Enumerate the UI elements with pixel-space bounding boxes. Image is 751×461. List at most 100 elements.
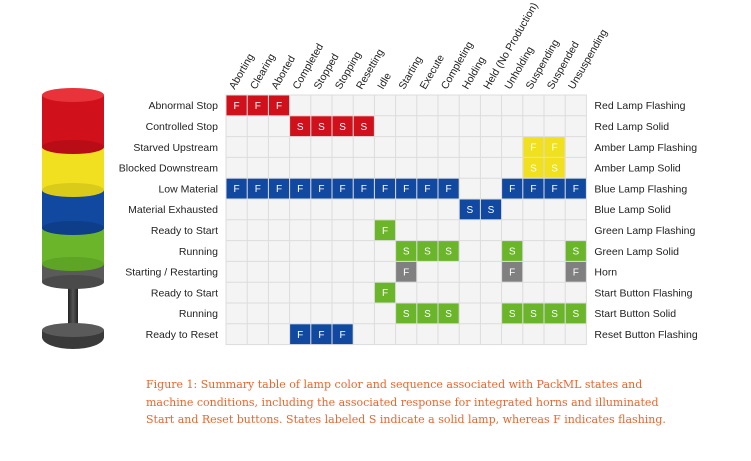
lamp-cell-code: F: [234, 101, 240, 112]
lamp-cell: [523, 137, 544, 157]
condition-label: Starting / Restarting: [125, 267, 218, 279]
lamp-cell: [544, 303, 565, 324]
lamp-cell: [502, 303, 523, 324]
lamp-cell-code: F: [446, 184, 452, 195]
lamp-cell-code: F: [276, 184, 282, 195]
lamp-cell: [565, 178, 586, 199]
output-label: Red Lamp Flashing: [594, 100, 685, 112]
lamp-cell-code: F: [276, 101, 282, 112]
lamp-cell-code: F: [318, 184, 324, 195]
lamp-cell-code: F: [255, 101, 261, 112]
condition-label: Running: [179, 246, 218, 258]
lamp-cell-code: S: [551, 309, 558, 320]
lamp-cell-code: F: [382, 288, 388, 299]
condition-label: Abnormal Stop: [149, 100, 219, 112]
lamp-cell: [226, 95, 247, 116]
lamp-cell: [565, 261, 586, 282]
lamp-cell: [332, 178, 353, 199]
lamp-cell-code: S: [424, 309, 431, 320]
lamp-cell: [523, 178, 544, 199]
state-headers: AbortingClearingAbortedCompletedStoppedS…: [227, 1, 610, 92]
lamp-cell-code: F: [361, 184, 367, 195]
lamp-cell: [247, 95, 268, 116]
lamp-cell: [290, 116, 311, 137]
lamp-cell: [459, 199, 480, 220]
condition-labels: Abnormal Stop Controlled Stop Starved Upst…: [119, 100, 218, 341]
lamp-cell-code: S: [339, 122, 346, 133]
lamp-cell: [226, 178, 247, 199]
lamp-cell: [417, 303, 438, 324]
output-label: Start Button Flashing: [594, 287, 692, 299]
lamp-cell-code: S: [318, 122, 325, 133]
lamp-cell: [311, 116, 332, 137]
lamp-cell: [523, 303, 544, 324]
lamp-cell-code: F: [297, 330, 303, 341]
lamp-cell-code: F: [509, 267, 515, 278]
lamp-cell: [502, 241, 523, 261]
lamp-cell: [374, 282, 396, 303]
lamp-cell-code: S: [360, 122, 367, 133]
lamp-cell-code: F: [573, 267, 579, 278]
state-matrix: F F FS S S SF FS SF F F F F F F F F F F F F F FS SFS S S S SF F FFS S…: [225, 94, 587, 346]
lamp-cell: [268, 95, 290, 116]
lamp-cell-code: S: [424, 247, 431, 258]
condition-label: Controlled Stop: [146, 121, 219, 133]
lamp-cell: [353, 116, 374, 137]
lamp-cell-code: F: [403, 184, 409, 195]
lamp-cell-code: S: [403, 247, 410, 258]
lamp-cell: [332, 116, 353, 137]
lamp-cell: [544, 157, 565, 178]
output-label: Start Button Solid: [594, 308, 676, 320]
output-labels: Red Lamp Flashing Red Lamp Solid Amber Lam…: [594, 100, 697, 341]
lamp-cell: [544, 178, 565, 199]
lamp-cell-code: F: [382, 184, 388, 195]
lamp-cell: [290, 324, 311, 345]
lamp-cell-code: F: [340, 184, 346, 195]
lamp-cell-code: S: [488, 205, 495, 216]
lamp-cell-code: S: [572, 309, 579, 320]
lamp-cell: [247, 178, 268, 199]
output-label: Green Lamp Flashing: [594, 225, 695, 237]
output-label: Blue Lamp Flashing: [594, 183, 687, 195]
state-header: Idle: [375, 71, 394, 92]
figure-caption: Figure 1: Summary table of lamp color an…: [146, 378, 666, 426]
lamp-cell: [480, 199, 502, 220]
lamp-cell-code: F: [509, 184, 515, 195]
tower-top: [42, 88, 104, 102]
lamp-cell: [523, 157, 544, 178]
lamp-cell-code: F: [552, 184, 558, 195]
condition-label: Ready to Start: [151, 287, 218, 299]
lamp-cell: [565, 241, 586, 261]
lamp-cell-code: S: [466, 205, 473, 216]
condition-label: Ready to Start: [151, 225, 218, 237]
lamp-cell: [332, 324, 353, 345]
lamp-cell-code: F: [530, 184, 536, 195]
condition-label: Starved Upstream: [133, 142, 218, 154]
output-label: Amber Lamp Solid: [594, 163, 681, 175]
lamp-cell: [290, 178, 311, 199]
lamp-cell: [353, 178, 374, 199]
lamp-cell-code: F: [340, 330, 346, 341]
lamp-cell-code: S: [530, 309, 537, 320]
lamp-cell-code: F: [255, 184, 261, 195]
lamp-cell: [438, 241, 459, 261]
tower-segment-red: [42, 95, 104, 147]
lamp-cell: [311, 324, 332, 345]
condition-label: Low Material: [158, 183, 218, 195]
lamp-cell-code: F: [297, 184, 303, 195]
tower-pole: [68, 278, 78, 330]
lamp-cell: [396, 178, 417, 199]
lamp-cell-code: F: [424, 184, 430, 195]
lamp-cell: [396, 261, 417, 282]
lamp-cell-code: F: [403, 267, 409, 278]
lamp-cell: [374, 220, 396, 241]
lamp-cell-code: S: [530, 163, 537, 174]
output-label: Red Lamp Solid: [594, 121, 669, 133]
lamp-cell: [544, 137, 565, 157]
lamp-cell-code: F: [573, 184, 579, 195]
lamp-cell-code: S: [445, 247, 452, 258]
condition-label: Blocked Downstream: [119, 163, 218, 175]
lamp-cell: [268, 178, 290, 199]
condition-label: Running: [179, 308, 218, 320]
lamp-cell-code: F: [318, 330, 324, 341]
